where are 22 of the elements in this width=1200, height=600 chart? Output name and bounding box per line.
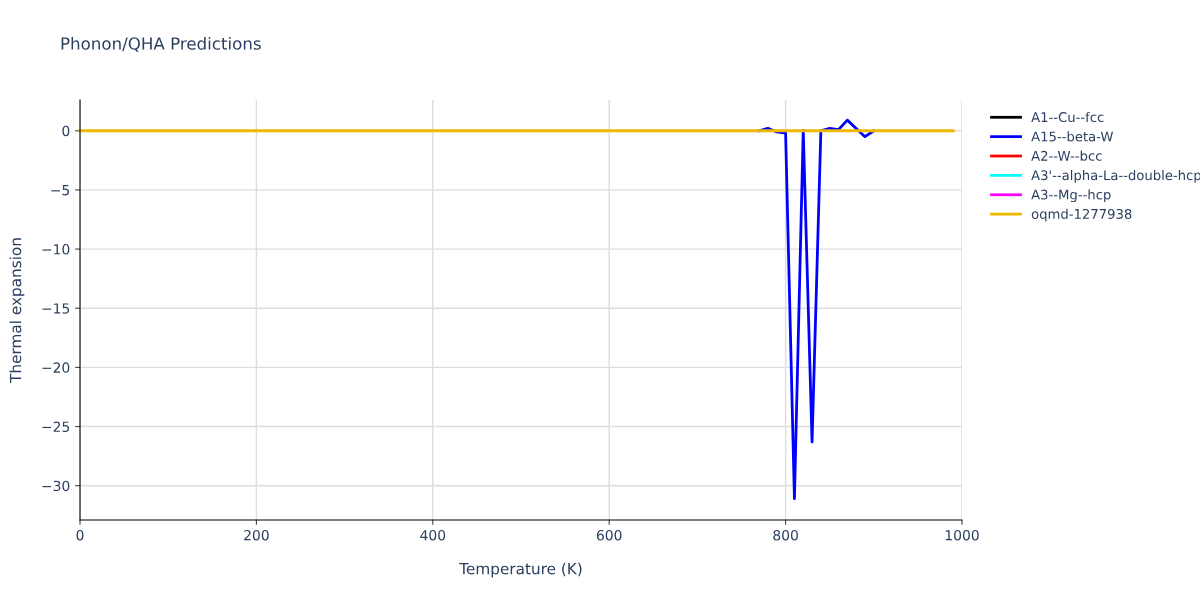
- y-tick-label: −15: [42, 303, 70, 314]
- y-tick-label: −10: [42, 244, 70, 255]
- y-tick-label: −30: [42, 480, 70, 492]
- y-tick-label: −20: [42, 362, 70, 373]
- x-axis-title: Temperature (K): [459, 562, 582, 578]
- y-tick-label: 0: [62, 125, 70, 137]
- y-axis-title: Thermal expansion: [9, 238, 25, 384]
- x-tick-label: 0: [76, 529, 84, 541]
- chart-title: Phonon/QHA Predictions: [61, 36, 261, 52]
- legend-label: A1--Cu--fcc: [1031, 111, 1104, 123]
- x-tick-label: 200: [244, 529, 269, 541]
- x-tick-label: 1000: [945, 529, 979, 541]
- legend-label: A3'--alpha-La--double-hcp: [1031, 169, 1200, 183]
- y-tick-label: −5: [51, 185, 70, 196]
- x-tick-label: 600: [596, 529, 622, 541]
- legend-label: A3--Mg--hcp: [1031, 189, 1111, 203]
- x-tick-label: 400: [420, 529, 446, 541]
- legend-label: A15--beta-W: [1031, 131, 1114, 142]
- legend-label: oqmd-1277938: [1031, 208, 1132, 222]
- x-tick-label: 800: [773, 529, 798, 541]
- legend-label: A2--W--bcc: [1031, 150, 1102, 161]
- y-tick-label: −25: [42, 421, 70, 433]
